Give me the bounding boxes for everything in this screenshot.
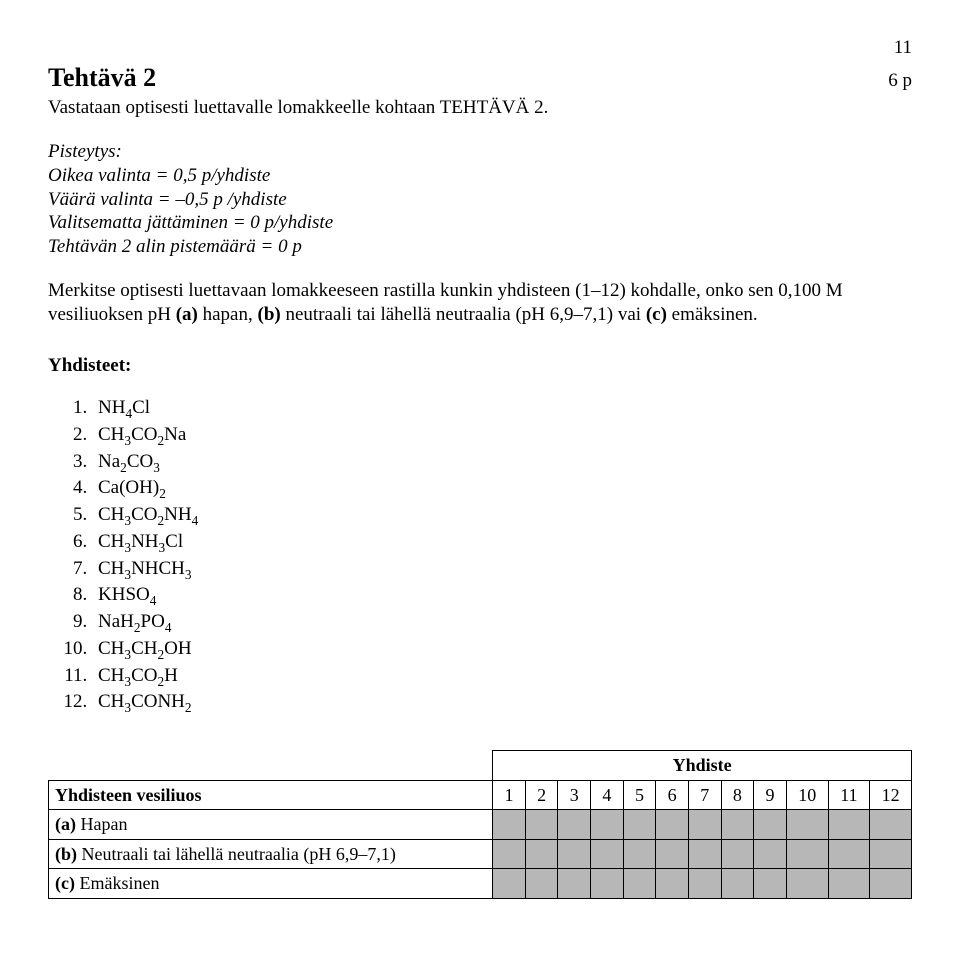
compound-item: Ca(OH)2Ca(OH)2	[92, 476, 912, 500]
compound-item: CH3NH3ClCH3NH3Cl	[92, 530, 912, 554]
table-col-11: 11	[828, 780, 870, 810]
answer-cell	[558, 810, 591, 840]
compound-item: CH3CO2NH4CH3CO2NH4	[92, 503, 912, 527]
compound-item: CH3CO2NaCH3CO2Na	[92, 423, 912, 447]
table-row-label: (b) Neutraali tai lähellä neutraalia (pH…	[49, 839, 493, 869]
compounds-heading: Yhdisteet:	[48, 354, 912, 378]
compound-item: NH4ClNH4Cl	[92, 396, 912, 420]
table-group-header-text: Yhdiste	[673, 755, 732, 775]
scoring-line-4: Tehtävän 2 alin pistemäärä = 0 p	[48, 235, 912, 259]
table-row: (c) Emäksinen	[49, 869, 912, 899]
answer-cell	[525, 839, 558, 869]
task-subtitle: Vastataan optisesti luettavalle lomakkee…	[48, 96, 912, 120]
answer-cell	[688, 839, 721, 869]
title-row: Tehtävä 2 6 p	[48, 62, 912, 95]
answer-cell	[721, 839, 754, 869]
compound-item: NaH2PO4NaH2PO4	[92, 610, 912, 634]
compounds-list: NH4ClNH4Cl CH3CO2NaCH3CO2Na Na2CO3Na2CO3…	[48, 396, 912, 714]
answer-cell	[721, 869, 754, 899]
task-title: Tehtävä 2	[48, 62, 156, 95]
answer-cell	[754, 869, 787, 899]
answer-cell	[656, 869, 689, 899]
answer-cell	[688, 810, 721, 840]
compound-item: CH3CO2HCH3CO2H	[92, 664, 912, 688]
answer-cell	[828, 839, 870, 869]
answer-cell	[870, 810, 912, 840]
table-row-label-bold: (c)	[55, 873, 75, 893]
table-row-header-label-text: Yhdisteen vesiliuos	[55, 785, 202, 805]
answer-cell	[656, 839, 689, 869]
table-col-1: 1	[493, 780, 526, 810]
answer-table: Yhdiste Yhdisteen vesiliuos 1 2 3 4 5 6 …	[48, 750, 912, 899]
table-col-9: 9	[754, 780, 787, 810]
answer-cell	[656, 810, 689, 840]
answer-cell	[558, 839, 591, 869]
instruction-paragraph: Merkitse optisesti luettavaan lomakkeese…	[48, 279, 912, 327]
answer-cell	[870, 839, 912, 869]
answer-cell	[786, 810, 828, 840]
answer-cell	[623, 869, 656, 899]
answer-cell	[525, 869, 558, 899]
answer-cell	[558, 869, 591, 899]
answer-table-wrap: Yhdiste Yhdisteen vesiliuos 1 2 3 4 5 6 …	[48, 750, 912, 899]
answer-cell	[493, 839, 526, 869]
table-row-header-label: Yhdisteen vesiliuos	[49, 780, 493, 810]
table-row-label-rest: Neutraali tai lähellä neutraalia (pH 6,9…	[77, 844, 396, 864]
compound-item: CH3CH2OHCH3CH2OH	[92, 637, 912, 661]
answer-cell	[688, 869, 721, 899]
table-row-label: (c) Emäksinen	[49, 869, 493, 899]
table-col-4: 4	[591, 780, 624, 810]
compound-item: CH3NHCH3CH3NHCH3	[92, 557, 912, 581]
table-row-label-rest: Emäksinen	[75, 873, 159, 893]
answer-cell	[493, 810, 526, 840]
answer-cell	[786, 839, 828, 869]
table-group-header: Yhdiste	[493, 751, 912, 781]
answer-cell	[754, 839, 787, 869]
table-row-label-bold: (a)	[55, 814, 76, 834]
table-col-8: 8	[721, 780, 754, 810]
scoring-line-3: Valitsematta jättäminen = 0 p/yhdiste	[48, 211, 912, 235]
table-col-2: 2	[525, 780, 558, 810]
table-col-6: 6	[656, 780, 689, 810]
answer-cell	[493, 869, 526, 899]
instruction-b-label: (b)	[258, 304, 281, 325]
table-col-10: 10	[786, 780, 828, 810]
answer-cell	[870, 869, 912, 899]
answer-cell	[623, 839, 656, 869]
answer-cell	[591, 839, 624, 869]
instruction-a-label: (a)	[176, 304, 198, 325]
table-row-label-rest: Hapan	[76, 814, 127, 834]
answer-cell	[828, 869, 870, 899]
answer-cell	[525, 810, 558, 840]
instruction-c-label: (c)	[646, 304, 667, 325]
instruction-c-text: emäksinen.	[667, 304, 758, 325]
answer-cell	[623, 810, 656, 840]
table-row-label-bold: (b)	[55, 844, 77, 864]
answer-cell	[828, 810, 870, 840]
compound-item: KHSO4KHSO4	[92, 583, 912, 607]
table-row-label: (a) Hapan	[49, 810, 493, 840]
table-row: (b) Neutraali tai lähellä neutraalia (pH…	[49, 839, 912, 869]
answer-cell	[591, 810, 624, 840]
scoring-line-2: Väärä valinta = –0,5 p /yhdiste	[48, 188, 912, 212]
compound-item: CH3CONH2CH3CONH2	[92, 690, 912, 714]
table-col-3: 3	[558, 780, 591, 810]
table-row: (a) Hapan	[49, 810, 912, 840]
answer-cell	[754, 810, 787, 840]
answer-cell	[786, 869, 828, 899]
table-col-12: 12	[870, 780, 912, 810]
table-col-5: 5	[623, 780, 656, 810]
task-points: 6 p	[888, 69, 912, 93]
page-number: 11	[48, 36, 912, 60]
table-col-7: 7	[688, 780, 721, 810]
scoring-heading: Pisteytys:	[48, 140, 912, 164]
scoring-line-1: Oikea valinta = 0,5 p/yhdiste	[48, 164, 912, 188]
table-empty-corner	[49, 751, 493, 781]
compound-item: Na2CO3Na2CO3	[92, 450, 912, 474]
instruction-a-text: hapan,	[198, 304, 258, 325]
scoring-block: Pisteytys: Oikea valinta = 0,5 p/yhdiste…	[48, 140, 912, 259]
instruction-b-text: neutraali tai lähellä neutraalia (pH 6,9…	[281, 304, 646, 325]
answer-cell	[721, 810, 754, 840]
answer-cell	[591, 869, 624, 899]
